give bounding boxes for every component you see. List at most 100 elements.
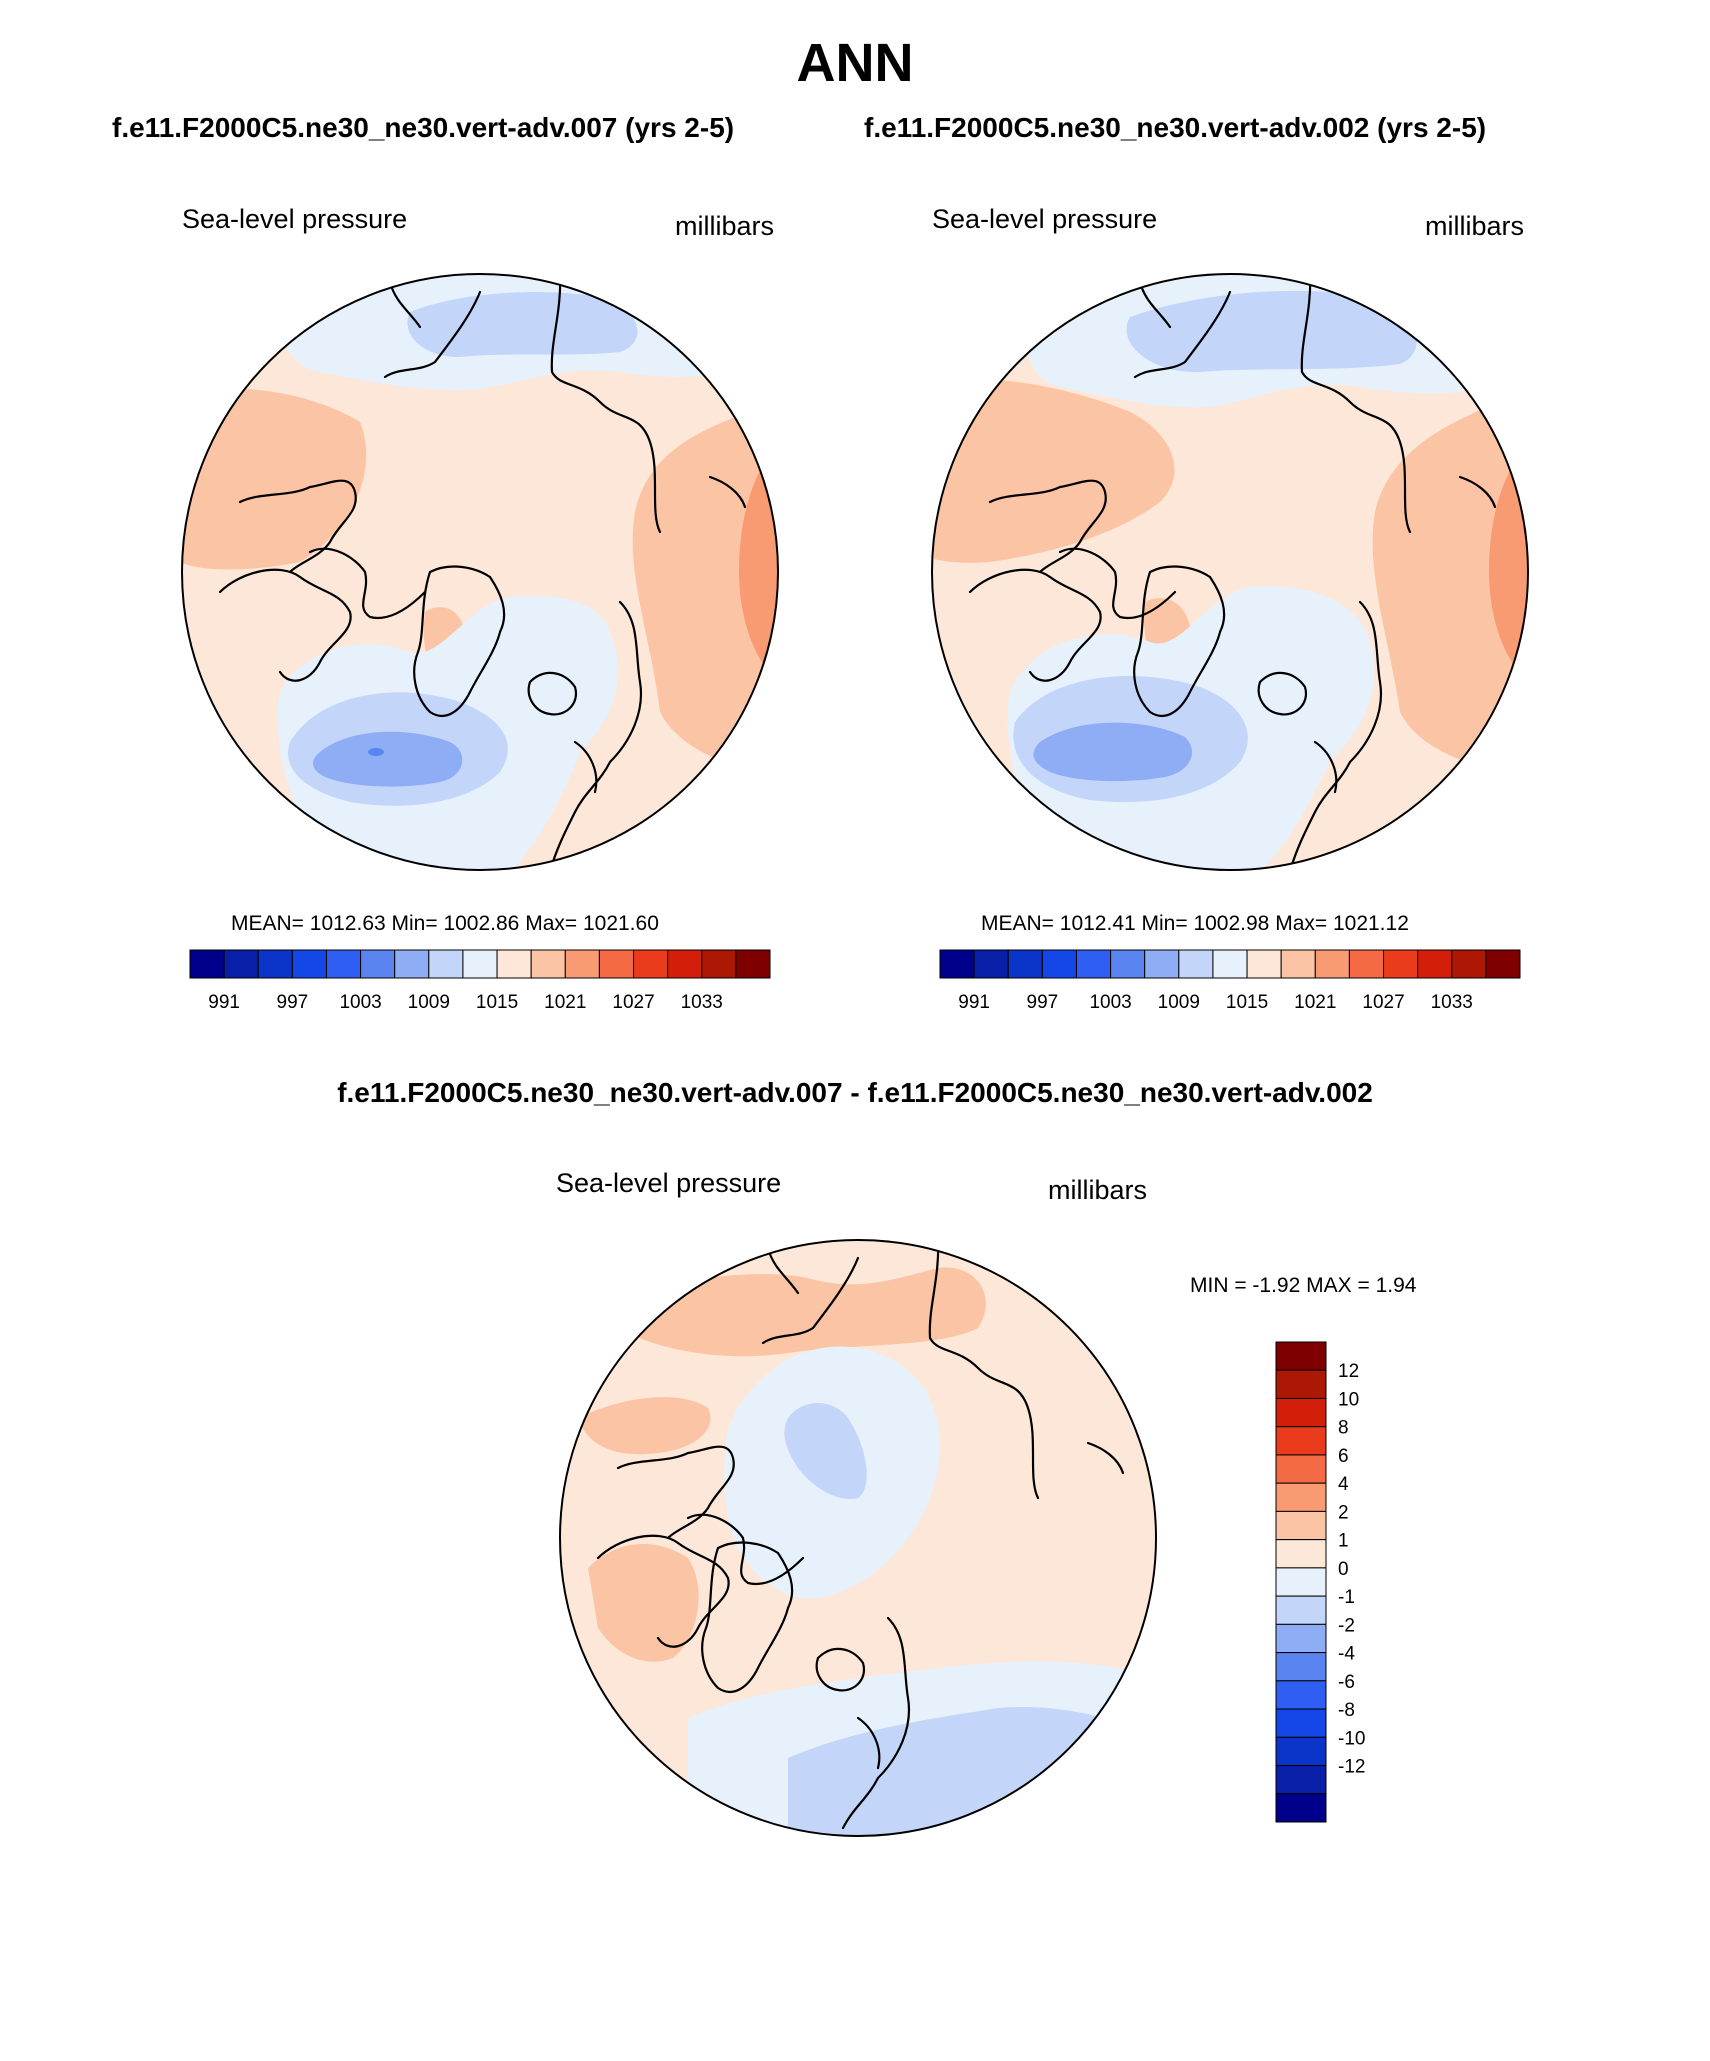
top-left-stats: MEAN= 1012.63 Min= 1002.86 Max= 1021.60 [231, 912, 659, 935]
colorbar-swatch [1007, 949, 1043, 979]
colorbar-swatch [1212, 949, 1248, 979]
colorbar-swatch [1075, 949, 1112, 979]
colorbar-swatch [1275, 1623, 1327, 1654]
top-right-variable-label: Sea-level pressure [932, 204, 1158, 234]
difference-minmax: MIN = -1.92 MAX = 1.94 [1190, 1274, 1417, 1297]
negative-difference-arctic-core [784, 1403, 867, 1499]
colorbar-swatch [1348, 949, 1385, 979]
colorbar-tick-label: 1027 [612, 992, 654, 1013]
high-pressure-east [632, 402, 778, 772]
colorbar-tick-label: 1021 [1294, 992, 1336, 1013]
colorbar-tick-label: 991 [958, 992, 990, 1013]
colorbar-tick-label: 1 [1338, 1531, 1349, 1552]
colorbar-tick-label: 1003 [339, 992, 381, 1013]
colorbar-tick-label: 997 [277, 992, 309, 1013]
colorbar-swatch [189, 949, 225, 979]
difference-variable-label: Sea-level pressure [556, 1168, 782, 1198]
colorbar-tick-label: 4 [1338, 1474, 1349, 1495]
top-right-polar-map [931, 273, 1529, 871]
colorbar-tick-label: 8 [1338, 1418, 1349, 1439]
top-left-units-label: millibars [675, 211, 775, 241]
colorbar-swatch [1275, 1708, 1327, 1738]
difference-polar-map [559, 1239, 1157, 1837]
colorbar-swatch [462, 949, 498, 979]
colorbar-tick-label: 1009 [1158, 992, 1200, 1013]
colorbar-tick-label: 0 [1338, 1559, 1349, 1580]
colorbar-swatch [1485, 949, 1521, 979]
colorbar-swatch [1041, 949, 1077, 979]
figure-title: ANN [796, 33, 914, 93]
colorbar-swatch [701, 949, 737, 979]
colorbar-tick-label: 6 [1338, 1446, 1349, 1467]
colorbar-tick-label: -4 [1338, 1644, 1355, 1665]
colorbar-swatch [1275, 1652, 1327, 1682]
colorbar-swatch [1275, 1793, 1327, 1823]
colorbar-tick-label: 997 [1027, 992, 1059, 1013]
difference-case-label: f.e11.F2000C5.ne30_ne30.vert-adv.007 - f… [337, 1077, 1373, 1108]
colorbar-swatch [598, 949, 635, 979]
colorbar-tick-label: 10 [1338, 1389, 1359, 1410]
top-left-colorbar: 991 997 1003 1009 1015 1021 1027 1033 [189, 949, 771, 1013]
colorbar-swatch [633, 949, 669, 979]
colorbar-swatch [1275, 1341, 1327, 1371]
high-pressure-west [182, 388, 367, 570]
colorbar-tick-label: 2 [1338, 1502, 1349, 1523]
colorbar-tick-label: 1015 [476, 992, 518, 1013]
colorbar-swatch [360, 949, 396, 979]
colorbar-swatch [1275, 1539, 1327, 1569]
top-right-stats: MEAN= 1012.41 Min= 1002.98 Max= 1021.12 [981, 912, 1409, 935]
high-pressure-west [932, 378, 1175, 563]
colorbar-swatch [1451, 949, 1487, 979]
low-pressure-atlantic-core [1033, 722, 1193, 782]
coastlines [218, 274, 747, 870]
colorbar-tick-label: -8 [1338, 1700, 1355, 1721]
colorbar-swatch [1110, 949, 1146, 979]
top-right-case-label: f.e11.F2000C5.ne30_ne30.vert-adv.002 (yr… [864, 112, 1487, 143]
colorbar-swatch [1275, 1595, 1327, 1625]
low-pressure-minimum [368, 748, 384, 756]
colorbar-swatch [973, 949, 1009, 979]
colorbar-swatch [1246, 949, 1282, 979]
colorbar-tick-label: -6 [1338, 1672, 1355, 1693]
colorbar-tick-label: 1033 [681, 992, 723, 1013]
colorbar-swatch [1275, 1482, 1327, 1512]
positive-difference-north [618, 1267, 986, 1357]
low-pressure-pacific-core [407, 292, 638, 357]
high-pressure-east [1372, 392, 1528, 772]
colorbar-tick-label: 12 [1338, 1361, 1359, 1382]
colorbar-tick-label: 1033 [1431, 992, 1473, 1013]
colorbar-swatch [428, 949, 464, 979]
colorbar-tick-label: -2 [1338, 1615, 1355, 1636]
colorbar-swatch [667, 949, 703, 979]
colorbar-tick-label: 1009 [408, 992, 450, 1013]
colorbar-swatch [257, 949, 293, 979]
colorbar-swatch [1178, 949, 1214, 979]
top-left-variable-label: Sea-level pressure [182, 204, 408, 234]
colorbar-tick-label: 1021 [544, 992, 586, 1013]
colorbar-swatch [1275, 1765, 1327, 1795]
negative-difference-pacific-edge [560, 1366, 585, 1397]
low-pressure-pacific-core [1126, 290, 1417, 373]
colorbar-swatch [291, 949, 327, 979]
colorbar-swatch [1275, 1426, 1327, 1456]
colorbar-swatch [496, 949, 532, 979]
positive-difference-canada [588, 1544, 699, 1662]
colorbar-swatch [1144, 949, 1180, 979]
colorbar-swatch [1275, 1454, 1327, 1484]
colorbar-swatch [530, 949, 566, 979]
colorbar-swatch [1275, 1397, 1327, 1428]
colorbar-tick-label: -1 [1338, 1587, 1355, 1608]
colorbar-swatch [223, 949, 259, 979]
top-right-colorbar: 991 997 1003 1009 1015 1021 1027 1033 [939, 949, 1521, 1013]
coastlines [968, 274, 1497, 870]
low-pressure-atlantic-core [313, 731, 463, 787]
colorbar-swatch [1275, 1567, 1327, 1597]
colorbar-swatch [735, 949, 771, 979]
colorbar-swatch [1275, 1510, 1327, 1541]
colorbar-swatch [1275, 1680, 1327, 1710]
colorbar-swatch [394, 949, 430, 979]
top-right-units-label: millibars [1425, 211, 1525, 241]
top-left-polar-map [181, 273, 779, 871]
top-left-case-label: f.e11.F2000C5.ne30_ne30.vert-adv.007 (yr… [112, 112, 735, 143]
